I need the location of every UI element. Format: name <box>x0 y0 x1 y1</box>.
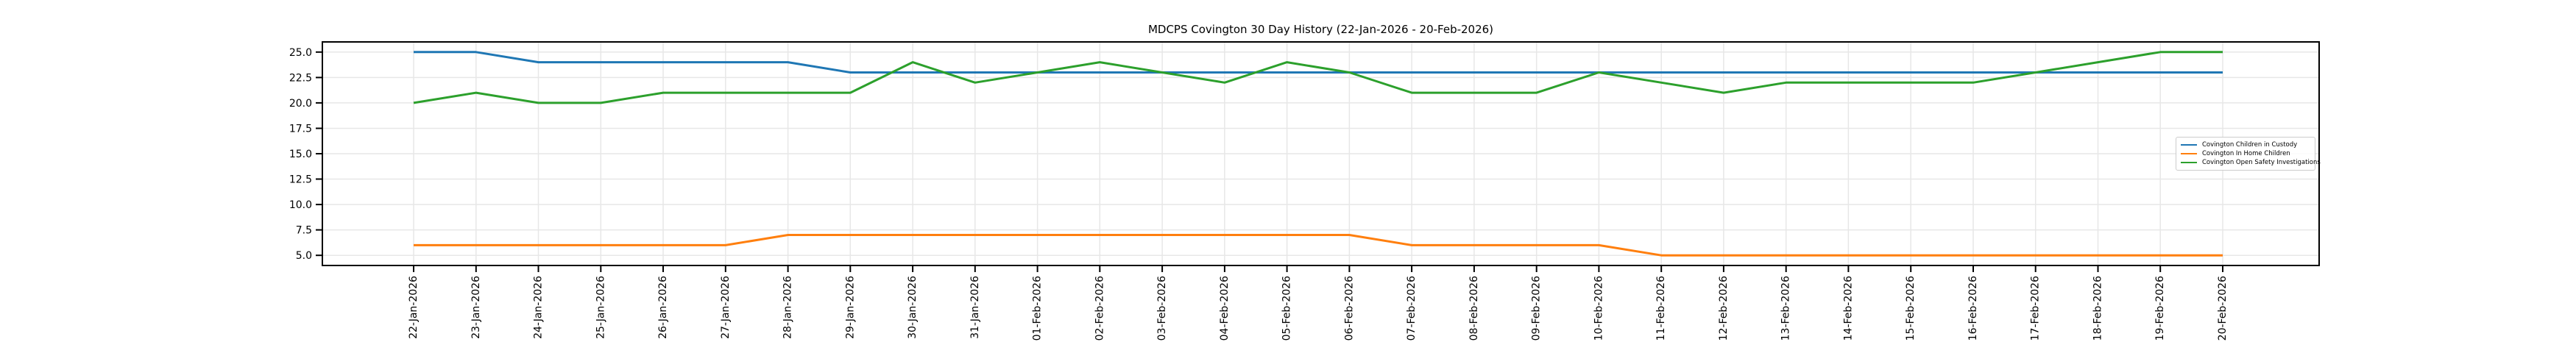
svg-text:25.0: 25.0 <box>289 47 312 59</box>
svg-text:10-Feb-2026: 10-Feb-2026 <box>1593 276 1604 340</box>
svg-text:15.0: 15.0 <box>289 149 312 160</box>
svg-text:05-Feb-2026: 05-Feb-2026 <box>1281 276 1293 340</box>
svg-text:5.0: 5.0 <box>296 250 312 262</box>
legend-item-label: Covington In Home Children <box>2202 150 2290 157</box>
series-line-0 <box>414 51 2223 74</box>
svg-text:27-Jan-2026: 27-Jan-2026 <box>720 276 732 339</box>
svg-text:11-Feb-2026: 11-Feb-2026 <box>1655 276 1667 340</box>
svg-text:26-Jan-2026: 26-Jan-2026 <box>657 276 669 339</box>
svg-text:30-Jan-2026: 30-Jan-2026 <box>907 276 919 339</box>
svg-text:31-Jan-2026: 31-Jan-2026 <box>969 276 981 339</box>
legend-item: Covington In Home Children <box>2181 149 2310 158</box>
legend-line-swatch <box>2181 153 2197 154</box>
svg-text:16-Feb-2026: 16-Feb-2026 <box>1967 276 1979 340</box>
legend-item-label: Covington Open Safety Investigations <box>2202 159 2321 166</box>
legend-item: Covington Children in Custody <box>2181 140 2310 149</box>
x-gridlines <box>413 42 2223 265</box>
x-tick-labels: 22-Jan-2026 23-Jan-2026 24-Jan-2026 25-Jan-… <box>408 276 2229 340</box>
svg-text:07-Feb-2026: 07-Feb-2026 <box>1406 276 1418 340</box>
svg-text:17-Feb-2026: 17-Feb-2026 <box>2030 276 2042 340</box>
legend-line-swatch <box>2181 162 2197 163</box>
svg-text:09-Feb-2026: 09-Feb-2026 <box>1531 276 1543 340</box>
svg-text:15-Feb-2026: 15-Feb-2026 <box>1905 276 1917 340</box>
svg-text:19-Feb-2026: 19-Feb-2026 <box>2154 276 2166 340</box>
y-gridlines <box>322 51 2319 256</box>
legend-line-swatch <box>2181 144 2197 146</box>
svg-text:10.0: 10.0 <box>289 199 312 211</box>
svg-text:7.5: 7.5 <box>296 225 312 237</box>
svg-text:12-Feb-2026: 12-Feb-2026 <box>1718 276 1730 340</box>
svg-text:02-Feb-2026: 02-Feb-2026 <box>1094 276 1105 340</box>
legend-item-label: Covington Children in Custody <box>2202 141 2298 149</box>
legend-item: Covington Open Safety Investigations <box>2181 158 2321 167</box>
svg-text:08-Feb-2026: 08-Feb-2026 <box>1468 276 1480 340</box>
legend: Covington Children in Custody Covington … <box>2176 137 2321 171</box>
svg-text:25-Jan-2026: 25-Jan-2026 <box>595 276 606 339</box>
svg-text:20-Feb-2026: 20-Feb-2026 <box>2217 276 2229 340</box>
svg-text:03-Feb-2026: 03-Feb-2026 <box>1156 276 1168 340</box>
svg-text:24-Jan-2026: 24-Jan-2026 <box>533 276 545 339</box>
svg-text:23-Jan-2026: 23-Jan-2026 <box>470 276 482 339</box>
svg-text:22.5: 22.5 <box>289 72 312 84</box>
svg-text:14-Feb-2026: 14-Feb-2026 <box>1842 276 1854 340</box>
svg-text:22-Jan-2026: 22-Jan-2026 <box>408 276 420 339</box>
svg-text:04-Feb-2026: 04-Feb-2026 <box>1219 276 1231 340</box>
svg-text:06-Feb-2026: 06-Feb-2026 <box>1343 276 1355 340</box>
y-tick-marks <box>316 51 322 257</box>
svg-text:28-Jan-2026: 28-Jan-2026 <box>782 276 794 339</box>
series-line-2 <box>413 51 2223 104</box>
x-tick-marks <box>413 265 2223 272</box>
svg-text:20.0: 20.0 <box>289 98 312 110</box>
svg-text:18-Feb-2026: 18-Feb-2026 <box>2092 276 2104 340</box>
svg-text:29-Jan-2026: 29-Jan-2026 <box>844 276 856 339</box>
series-line-1 <box>414 234 2223 257</box>
svg-text:01-Feb-2026: 01-Feb-2026 <box>1032 276 1044 340</box>
svg-text:17.5: 17.5 <box>289 124 312 135</box>
svg-text:13-Feb-2026: 13-Feb-2026 <box>1780 276 1792 340</box>
svg-text:12.5: 12.5 <box>289 174 312 186</box>
y-tick-labels: 5.0 7.5 10.0 12.5 15.0 17.5 20.0 22.5 25.0 <box>289 47 312 262</box>
chart-title: MDCPS Covington 30 Day History (22-Jan-2… <box>1147 23 1494 36</box>
